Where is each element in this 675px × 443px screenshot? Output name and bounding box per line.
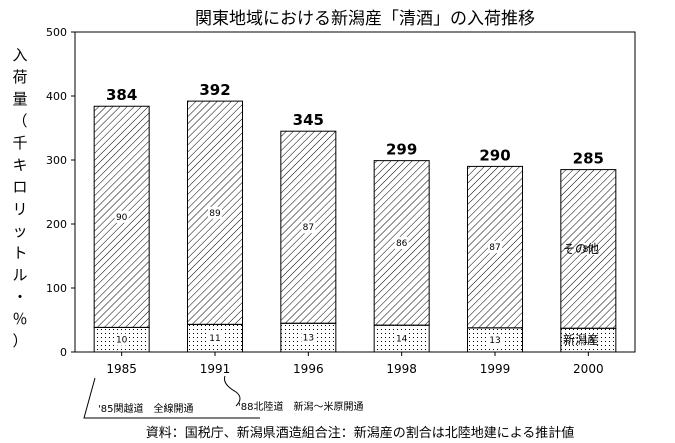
y-axis-label-char: ル — [12, 266, 27, 284]
pct-bg-other-2000 — [581, 242, 596, 255]
pct-bg-niigata-1998 — [394, 332, 409, 345]
total-label-1991: 392 — [199, 81, 230, 99]
pct-label-niigata-1996: 13 — [303, 334, 314, 344]
annotation-1985: '85関越道 全線開通 — [98, 402, 193, 415]
y-tick-label: 300 — [46, 154, 67, 167]
labels: 384 90 10 1985 392 89 11 1991 345 87 13 1996 299 86 14… — [106, 81, 604, 376]
pct-label-niigata-1985: 10 — [116, 336, 128, 346]
y-axis-label-char: ト — [12, 244, 27, 262]
y-tick-label: 100 — [46, 282, 67, 295]
pct-label-other-2000: 87 — [583, 245, 594, 255]
x-tick-label-1998: 1998 — [386, 362, 417, 376]
source-note: 資料：国税庁、新潟県酒造組合注：新潟産の割合は北陸地建による推計値 — [146, 425, 575, 441]
y-axis-label-char: ッ — [12, 222, 27, 240]
y-axis-label-char: ロ — [12, 178, 27, 196]
annotations: '85関越道 全線開通 '88北陸道 新潟～米原開通 — [83, 375, 363, 419]
pct-bg-other-1996 — [301, 221, 316, 234]
series-label-other: その他 — [563, 242, 599, 256]
y-axis-label-text: 入荷量 （ 千キロリットル・ ％ ） — [12, 46, 27, 350]
annotation-bracket-1991 — [224, 375, 241, 407]
y-ticks: 0 100 200 300 400 500 — [46, 26, 75, 359]
y-axis-label-char: 千 — [12, 134, 27, 152]
y-axis-label-char: ・ — [12, 288, 27, 306]
y-axis-label-char: 入 — [12, 46, 27, 64]
annotation-1991: '88北陸道 新潟～米原開通 — [238, 400, 363, 413]
y-axis-label-char: キ — [12, 156, 27, 174]
pct-bg-other-1998 — [394, 236, 409, 249]
y-axis-label: 入荷量 （ 千キロリットル・ ％ ） — [12, 46, 27, 350]
y-tick-label: 500 — [46, 26, 67, 39]
pct-bg-niigata-2000 — [581, 334, 596, 347]
pct-bg-niigata-1985 — [114, 333, 129, 346]
pct-label-niigata-1998: 14 — [396, 335, 408, 345]
pct-label-niigata-1991: 11 — [209, 334, 220, 344]
total-label-1996: 345 — [293, 111, 324, 129]
y-axis-label-char: 荷 — [12, 68, 27, 86]
bar-niigata-1991 — [187, 323, 243, 353]
y-axis-label-char: ） — [12, 332, 27, 350]
pct-label-other-1998: 86 — [396, 239, 408, 249]
total-label-1999: 290 — [479, 146, 510, 164]
pct-label-other-1991: 89 — [209, 209, 221, 219]
y-tick-label: 200 — [46, 218, 67, 231]
total-label-1985: 384 — [106, 86, 137, 104]
total-label-2000: 285 — [573, 150, 604, 168]
y-tick-label: 400 — [46, 90, 67, 103]
bars — [93, 100, 617, 356]
total-label-1998: 299 — [386, 141, 417, 159]
y-axis-label-char: （ — [12, 112, 27, 130]
pct-bg-other-1985 — [114, 210, 129, 223]
plot-frame — [74, 31, 636, 353]
pct-bg-other-1999 — [488, 241, 502, 254]
chart-title: 関東地域における新潟産「清酒」の入荷推移 — [195, 9, 535, 29]
x-tick-label-1999: 1999 — [480, 362, 511, 376]
y-tick-label: 0 — [60, 346, 67, 359]
x-tick-label-1996: 1996 — [293, 362, 324, 376]
pct-label-niigata-2000: 13 — [583, 336, 594, 346]
pct-bg-niigata-1999 — [488, 333, 502, 346]
x-tick-label-1991: 1991 — [200, 362, 231, 376]
x-tick-label-2000: 2000 — [573, 362, 604, 376]
pct-bg-niigata-1991 — [208, 332, 222, 345]
y-axis-label-char: ％ — [12, 310, 27, 328]
series-label-niigata: 新潟産 — [563, 332, 599, 347]
pct-label-other-1999: 87 — [489, 243, 500, 253]
pct-label-niigata-1999: 13 — [489, 336, 500, 346]
pct-label-other-1996: 87 — [303, 223, 314, 233]
annotation-bracket-1985 — [83, 377, 260, 419]
pct-label-other-1985: 90 — [116, 213, 128, 223]
axes — [74, 31, 636, 353]
pct-bg-other-1991 — [208, 206, 222, 219]
pct-bg-niigata-1996 — [301, 331, 316, 344]
y-axis-label-char: 量 — [12, 90, 27, 108]
x-tick-label-1985: 1985 — [106, 362, 137, 376]
y-axis-label-char: リ — [12, 200, 27, 218]
